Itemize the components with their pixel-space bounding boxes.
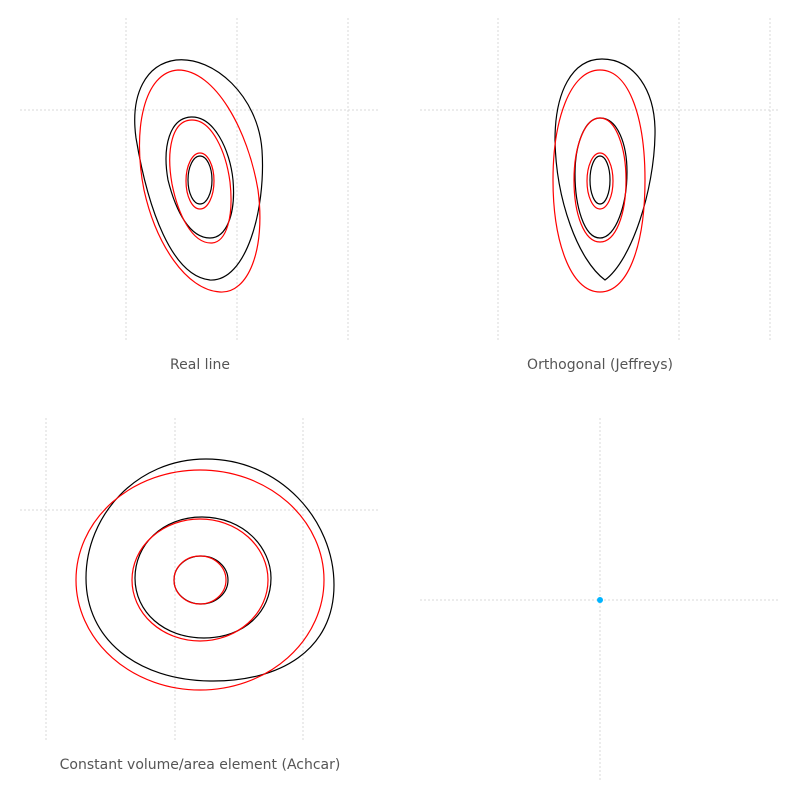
grid [20,18,380,340]
contour-middle [165,116,235,239]
contour-middle [134,516,272,639]
panel-orthogonal-jeffreys: Orthogonal (Jeffreys) [420,18,780,373]
panel-title: Constant volume/area element (Achcar) [60,757,341,773]
contour-outer [552,69,646,293]
contour-middle [131,518,269,642]
contours-black [85,458,335,682]
grid [20,418,380,742]
panel-title: Orthogonal (Jeffreys) [527,357,673,373]
contour-outer [554,58,656,281]
contour-inner [589,155,611,205]
contour-inner [173,555,227,605]
data-point [597,597,603,603]
panel-title: Real line [170,357,230,373]
contour-outer [138,69,261,293]
contours-red [552,69,646,293]
contour-inner [187,155,213,205]
contour-outer [134,59,264,281]
contours-red [75,469,325,691]
panel-point [420,418,780,780]
contour-outer [85,458,335,682]
contour-middle [169,119,232,244]
grid [420,18,780,340]
panel-constant-volume-achcar: Constant volume/area element (Achcar) [20,418,380,773]
contour-inner [185,152,215,210]
contour-middle [573,117,627,243]
contour-outer [75,469,325,691]
panel-real-line: Real line [20,18,380,373]
contours-red [138,69,261,293]
contours-black [134,59,264,281]
contour-inner [586,152,614,210]
